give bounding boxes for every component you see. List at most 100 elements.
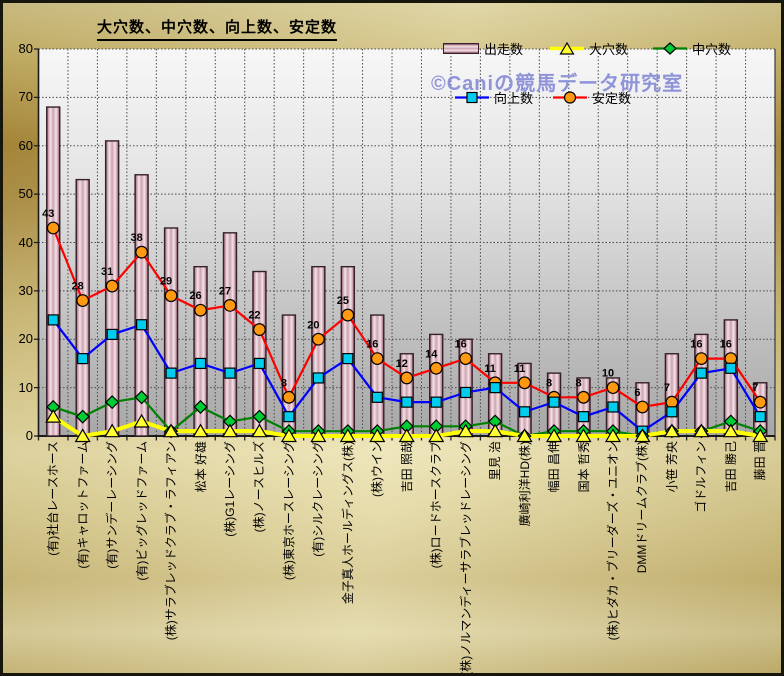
x-category-label: 廣崎利洋HD(株) — [517, 441, 532, 527]
circle-marker — [46, 221, 60, 235]
circle-marker — [370, 352, 384, 366]
data-label: 25 — [337, 295, 349, 307]
bar — [370, 314, 385, 437]
data-label: 31 — [101, 266, 113, 278]
data-label: 16 — [690, 339, 702, 351]
square-marker — [725, 362, 737, 374]
legend-item-starts: 出走数 — [443, 39, 523, 58]
watermark: ©Caniの競馬データ研究室 — [431, 73, 684, 95]
square-marker-icon — [455, 91, 489, 104]
x-category-label: (株)東京ホースレーシング — [281, 441, 296, 581]
square-marker — [607, 401, 619, 413]
x-category-label: ゴドルフィン — [694, 441, 709, 513]
circle-marker — [724, 352, 738, 366]
circle-marker — [135, 245, 149, 259]
y-tick-label: 80 — [18, 41, 33, 56]
x-category-label: 小笹 芳央 — [664, 441, 679, 493]
square-marker — [666, 406, 678, 418]
x-category-label: (株)ノルマンディーサラブレッドレーシング — [458, 441, 473, 676]
square-marker — [430, 396, 442, 408]
data-label: 7 — [664, 382, 670, 394]
y-tick-label: 50 — [18, 186, 33, 202]
legend-item-chuana: 中穴数 — [653, 39, 731, 58]
x-category-label: 藤田 晋 — [753, 441, 768, 481]
triangle-marker — [487, 423, 504, 438]
x-category-label: (株)ヒダカ・ブリーダーズ・ユニオン — [605, 441, 620, 641]
circle-marker — [606, 381, 620, 395]
y-tick-label: 40 — [18, 234, 33, 250]
triangle-marker — [693, 423, 710, 438]
circle-marker — [694, 352, 708, 366]
y-tick-label: 20 — [18, 331, 33, 347]
data-label: 11 — [484, 363, 496, 375]
x-category-label: (株)G1レーシング — [222, 441, 237, 537]
data-label: 12 — [396, 358, 408, 370]
diamond-marker — [252, 409, 267, 424]
y-tick-label: 0 — [25, 428, 33, 443]
x-category-label: (有)キャロットファーム — [75, 441, 90, 569]
legend-label: 大穴数 — [589, 42, 629, 57]
x-category-label: (有)サンデーレーシング — [105, 441, 120, 569]
x-category-label: (株)ロードホースクラブ — [429, 441, 444, 569]
data-label: 38 — [130, 232, 142, 244]
x-category-label: (有)ビッグレッドファーム — [134, 441, 149, 581]
data-label: 16 — [366, 339, 378, 351]
square-marker — [224, 367, 236, 379]
data-label: 22 — [248, 310, 260, 322]
circle-marker — [636, 400, 649, 414]
triangle-marker — [74, 428, 91, 443]
diamond-marker — [105, 395, 120, 410]
data-label: 27 — [219, 285, 231, 297]
data-label: 7 — [752, 382, 758, 394]
circle-marker — [665, 395, 679, 409]
data-label: 8 — [281, 377, 287, 389]
triangle-marker — [428, 428, 445, 443]
circle-marker — [400, 371, 414, 385]
y-tick-label: 10 — [18, 379, 33, 395]
circle-marker — [753, 395, 767, 409]
square-marker — [253, 357, 266, 370]
circle-marker — [282, 390, 296, 404]
x-category-label: DMMドリームクラブ(株) — [635, 441, 650, 574]
square-marker — [47, 314, 59, 326]
x-category-label: 里見 治 — [488, 441, 503, 481]
triangle-marker — [663, 423, 680, 438]
triangle-marker — [133, 413, 150, 428]
square-marker — [548, 396, 560, 408]
x-category-label: 国本 哲秀 — [576, 441, 591, 493]
triangle-marker — [192, 423, 209, 438]
circle-marker — [194, 303, 207, 317]
circle-marker — [253, 323, 266, 336]
data-label: 28 — [72, 281, 84, 293]
x-category-label: (株)ノースヒルズ — [252, 441, 267, 533]
bar — [222, 232, 238, 437]
bar — [311, 265, 326, 437]
x-category-label: (株)サラブレッドクラブ・ラフィアン — [164, 441, 179, 641]
diamond-marker — [75, 409, 90, 424]
square-marker — [371, 391, 383, 403]
chart-plot: 43 28 31 38 29 26 27 22 8 20 25 16 12 14 16 11 11 8 8 10 6 7 1… — [34, 48, 776, 444]
bar — [75, 178, 90, 437]
data-label: 29 — [160, 276, 172, 288]
x-category-label: 松本 好雄 — [193, 441, 208, 493]
diamond-marker — [134, 390, 149, 405]
data-label: 26 — [189, 290, 201, 302]
circle-marker — [105, 279, 119, 293]
data-label: 16 — [720, 339, 732, 351]
circle-marker — [459, 352, 473, 366]
x-category-label: (有)シルクレーシング — [311, 441, 326, 557]
triangle-marker — [752, 428, 769, 443]
square-marker — [518, 406, 531, 418]
circle-marker — [164, 289, 178, 303]
triangle-marker — [339, 428, 356, 443]
x-category-label: 幅田 昌伸 — [547, 441, 562, 493]
bar — [46, 106, 61, 437]
triangle-marker — [457, 423, 474, 438]
square-marker — [77, 353, 89, 365]
bar-swatch-icon — [443, 43, 479, 54]
triangle-marker — [104, 423, 121, 438]
page-title: 大穴数、中穴数、向上数、安定数 — [97, 16, 338, 41]
legend-label: 向上数 — [494, 91, 534, 106]
bar — [163, 227, 179, 437]
square-marker — [136, 319, 148, 331]
